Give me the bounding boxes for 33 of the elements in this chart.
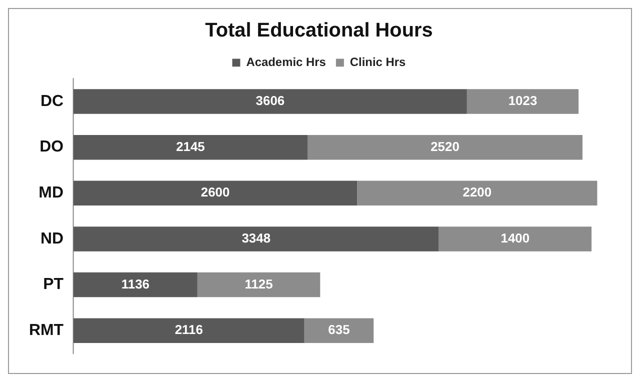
data-label: 1400 — [500, 230, 530, 246]
data-label: 2116 — [174, 322, 203, 338]
legend-label: Clinic Hrs — [350, 55, 406, 69]
bar — [73, 134, 308, 160]
bar — [73, 226, 439, 252]
data-label: 635 — [328, 322, 350, 338]
y-tick-label: MD — [38, 184, 64, 202]
chart-title: Total Educational Hours — [205, 19, 433, 42]
data-label: 2200 — [462, 184, 492, 200]
bar — [438, 226, 592, 252]
bar — [357, 180, 598, 206]
data-label: 2145 — [176, 138, 205, 154]
data-label: 1136 — [121, 276, 150, 292]
data-label: 2520 — [430, 138, 460, 154]
bar — [308, 134, 582, 160]
bar — [304, 318, 374, 343]
legend-label: Academic Hrs — [246, 55, 326, 69]
y-tick-label: DO — [40, 138, 64, 156]
bar — [73, 89, 467, 114]
bar — [73, 180, 358, 206]
y-tick-label: DC — [40, 92, 64, 110]
bar — [73, 318, 304, 343]
y-tick-label: ND — [40, 230, 64, 248]
data-label: 3348 — [242, 230, 271, 246]
data-label: 1023 — [508, 93, 538, 108]
y-tick-label: PT — [43, 276, 64, 294]
data-label: 3606 — [256, 93, 285, 108]
bar — [466, 89, 579, 114]
data-label: 2600 — [200, 184, 230, 200]
bar — [73, 272, 198, 298]
data-label: 1125 — [244, 276, 273, 292]
bar — [197, 272, 320, 298]
y-tick-label: RMT — [28, 322, 64, 339]
